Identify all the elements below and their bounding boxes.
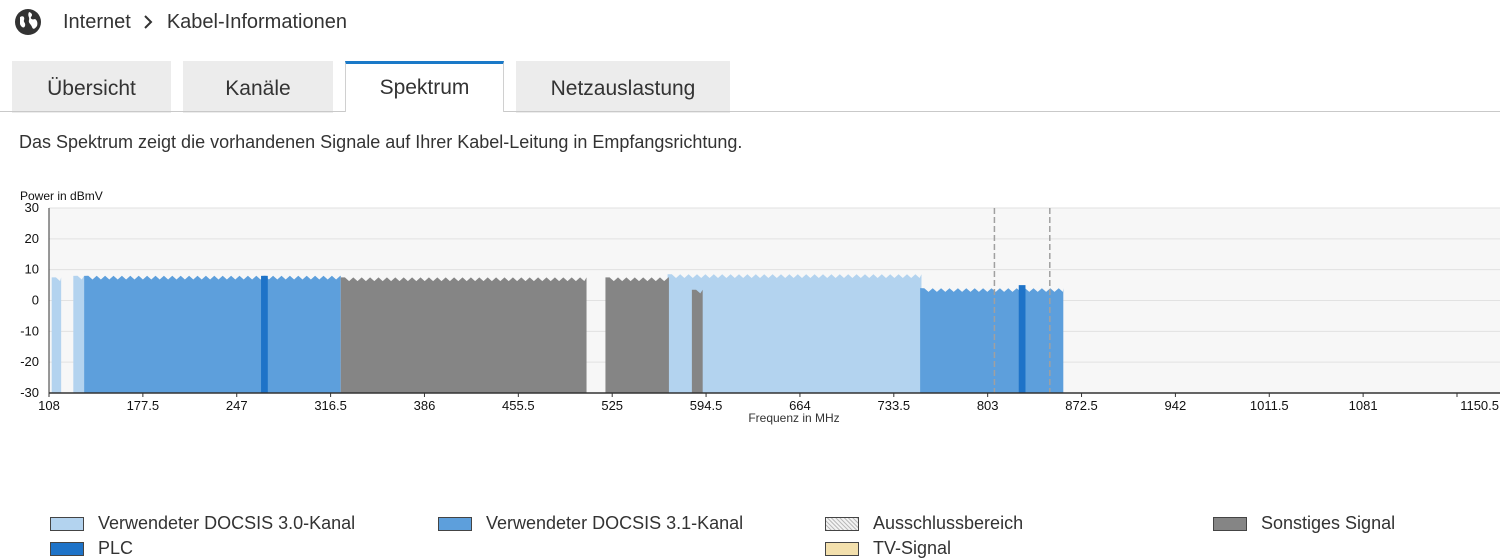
tab-spektrum[interactable]: Spektrum (345, 61, 504, 112)
y-tick-label: -20 (20, 354, 39, 369)
x-tick-label: 1011.5 (1250, 398, 1289, 413)
legend-docsis30: Verwendeter DOCSIS 3.0-Kanal (50, 513, 355, 534)
series-sonstiges-signal-segment-2 (691, 289, 703, 393)
x-tick-label: 455.5 (502, 398, 535, 413)
series-verwendeter-docsis-3-0-kanal-segment-2 (667, 274, 922, 393)
x-tick-label: 942 (1165, 398, 1187, 413)
tab-netzauslastung[interactable]: Netzauslastung (516, 61, 730, 113)
tab-bar: Übersicht Kanäle Spektrum Netzauslastung (12, 61, 742, 113)
legend-docsis31: Verwendeter DOCSIS 3.1-Kanal (438, 513, 743, 534)
y-tick-label: -30 (20, 385, 39, 400)
legend-plc: PLC (50, 538, 133, 559)
legend-label-tv: TV-Signal (873, 538, 952, 558)
series-verwendeter-docsis-3-0-kanal-segment-1 (73, 275, 85, 393)
series-plc-segment-0 (261, 275, 268, 393)
legend-label-plc: PLC (98, 538, 134, 558)
series-sonstiges-signal-segment-0 (340, 277, 587, 393)
series-sonstiges-signal-segment-1 (605, 277, 669, 393)
x-tick-label: 177.5 (127, 398, 160, 413)
x-tick-label: 316.5 (314, 398, 347, 413)
tab-underline (0, 111, 1500, 112)
x-tick-label: 594.5 (690, 398, 723, 413)
x-tick-label: 1150.5 (1460, 398, 1499, 413)
globe-icon (14, 8, 42, 36)
legend-label-ausschluss: Ausschlussbereich (873, 513, 1024, 533)
breadcrumb-kabel-informationen: Kabel-Informationen (166, 10, 347, 33)
series-plc-segment-1 (1018, 285, 1026, 393)
intro-text: Das Spektrum zeigt die vorhandenen Signa… (19, 132, 743, 152)
series-verwendeter-docsis-3-1-kanal-segment-0 (84, 275, 341, 393)
tab-uebersicht[interactable]: Übersicht (12, 61, 171, 113)
y-axis-title: Power in dBmV (20, 189, 103, 203)
x-tick-label: 386 (414, 398, 436, 413)
y-tick-label: 0 (32, 293, 39, 308)
x-tick-label: 803 (977, 398, 999, 413)
legend-swatch-tv (825, 541, 859, 556)
x-tick-label: 247 (226, 398, 248, 413)
x-tick-label: 872.5 (1065, 398, 1098, 413)
legend-swatch-ausschluss (825, 516, 859, 531)
chevron-right-icon (143, 15, 153, 29)
y-tick-label: 10 (25, 262, 39, 277)
breadcrumb-internet[interactable]: Internet (63, 10, 131, 33)
x-tick-label: 525 (601, 398, 623, 413)
x-tick-label: 664 (789, 398, 811, 413)
y-tick-label: 20 (25, 231, 39, 246)
y-tick-label: -10 (20, 323, 39, 338)
series-verwendeter-docsis-3-0-kanal-segment-0 (51, 277, 62, 393)
x-axis-title: Frequenz in MHz (748, 411, 839, 425)
x-tick-label: 108 (38, 398, 60, 413)
x-tick-label: 733.5 (878, 398, 911, 413)
y-tick-label: 30 (25, 200, 39, 215)
legend-swatch-sonstiges (1213, 516, 1247, 531)
legend-swatch-plc (50, 541, 84, 556)
legend-swatch-docsis30 (50, 516, 84, 531)
legend-label-sonstiges: Sonstiges Signal (1261, 513, 1396, 533)
tab-kanaele[interactable]: Kanäle (183, 61, 333, 113)
series-verwendeter-docsis-3-1-kanal-segment-1 (920, 288, 1064, 393)
breadcrumb: Internet Kabel-Informationen (14, 8, 347, 36)
legend-ausschluss: Ausschlussbereich (825, 513, 1023, 534)
legend-sonstiges: Sonstiges Signal (1213, 513, 1395, 534)
legend-tv: TV-Signal (825, 538, 951, 559)
legend-label-docsis30: Verwendeter DOCSIS 3.0-Kanal (98, 513, 356, 533)
x-tick-label: 1081 (1349, 398, 1378, 413)
legend-swatch-docsis31 (438, 516, 472, 531)
legend-label-docsis31: Verwendeter DOCSIS 3.1-Kanal (486, 513, 744, 533)
